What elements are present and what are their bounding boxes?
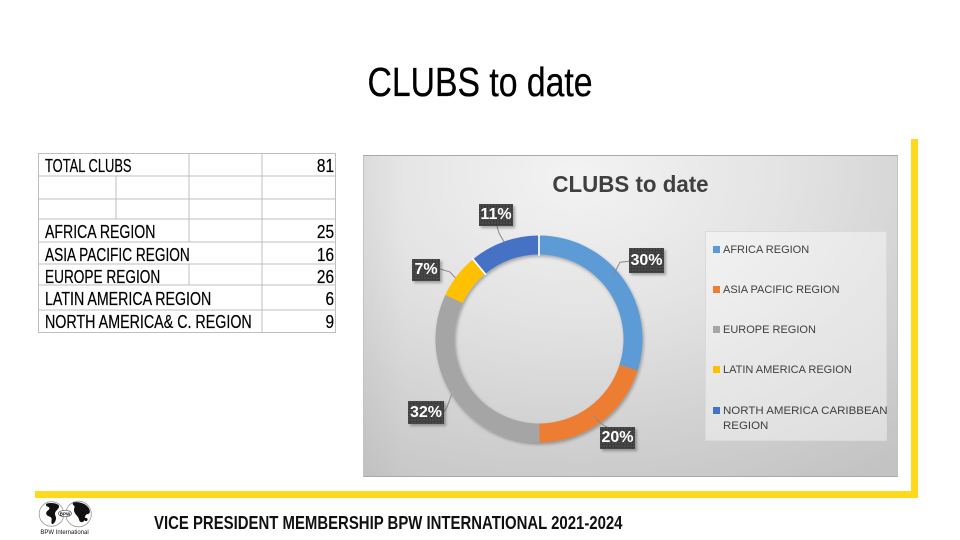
svg-text:BPW International: BPW International bbox=[40, 530, 88, 536]
svg-text:BPW: BPW bbox=[60, 511, 71, 516]
